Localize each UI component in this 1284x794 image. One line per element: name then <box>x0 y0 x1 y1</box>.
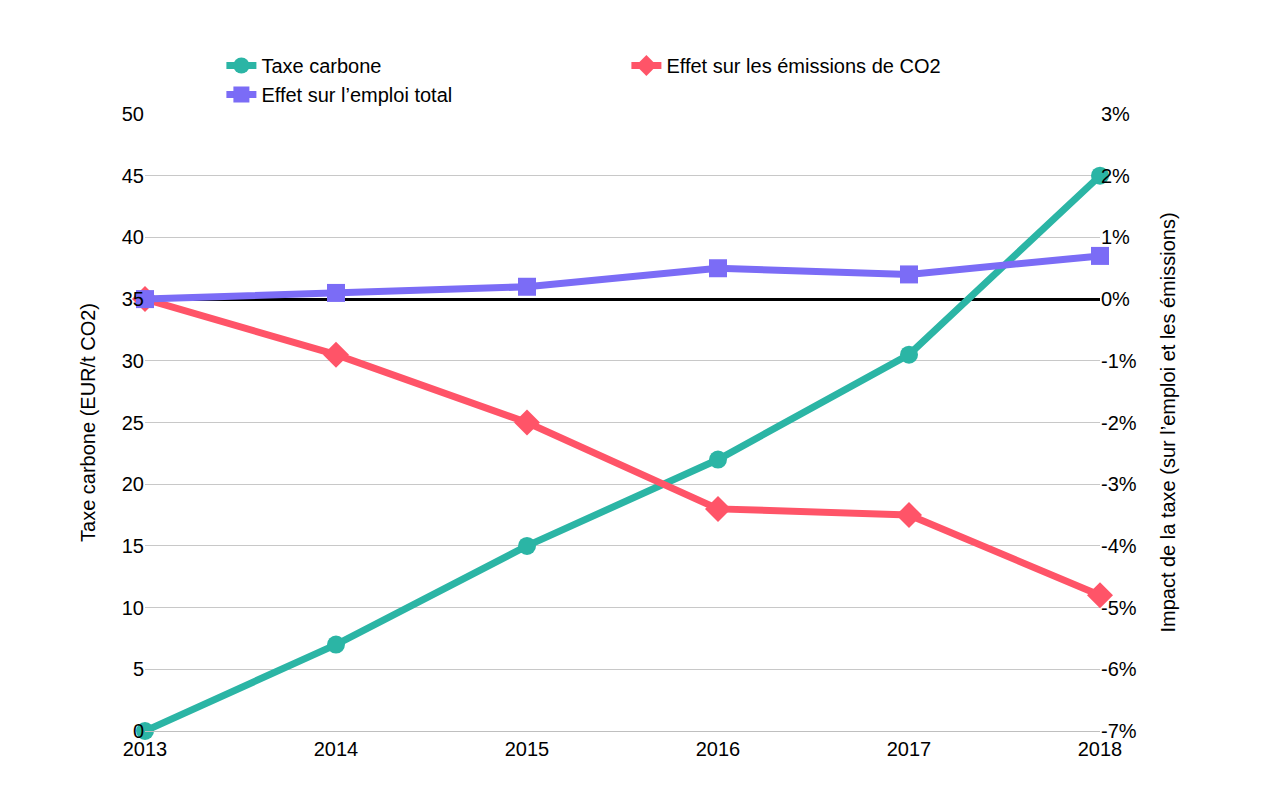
svg-text:2018: 2018 <box>1078 738 1123 760</box>
svg-text:-5%: -5% <box>1101 597 1137 619</box>
svg-text:2013: 2013 <box>123 738 168 760</box>
svg-text:3%: 3% <box>1101 103 1130 125</box>
svg-text:25: 25 <box>122 412 144 434</box>
svg-text:-3%: -3% <box>1101 473 1137 495</box>
svg-text:10: 10 <box>122 597 144 619</box>
svg-text:2015: 2015 <box>505 738 550 760</box>
svg-text:2014: 2014 <box>314 738 359 760</box>
svg-text:2017: 2017 <box>887 738 932 760</box>
svg-text:45: 45 <box>122 165 144 187</box>
svg-text:-7%: -7% <box>1101 720 1137 742</box>
svg-text:0%: 0% <box>1101 288 1130 310</box>
svg-text:50: 50 <box>122 103 144 125</box>
svg-text:Effet sur les émissions de CO2: Effet sur les émissions de CO2 <box>666 55 940 77</box>
svg-text:5: 5 <box>133 658 144 680</box>
svg-text:-6%: -6% <box>1101 658 1137 680</box>
svg-text:-4%: -4% <box>1101 535 1137 557</box>
svg-text:15: 15 <box>122 535 144 557</box>
svg-text:-2%: -2% <box>1101 412 1137 434</box>
svg-text:2%: 2% <box>1101 165 1130 187</box>
svg-text:30: 30 <box>122 350 144 372</box>
svg-text:20: 20 <box>122 473 144 495</box>
svg-text:35: 35 <box>122 288 144 310</box>
svg-text:0: 0 <box>133 720 144 742</box>
svg-text:Effet sur l’emploi total: Effet sur l’emploi total <box>261 84 452 106</box>
svg-text:-1%: -1% <box>1101 350 1137 372</box>
svg-text:2016: 2016 <box>696 738 741 760</box>
svg-text:Taxe carbone (EUR/t CO2): Taxe carbone (EUR/t CO2) <box>77 303 99 542</box>
svg-text:40: 40 <box>122 226 144 248</box>
svg-text:Impact de la taxe (sur l’emplo: Impact de la taxe (sur l’emploi et les é… <box>1157 212 1179 632</box>
svg-text:Taxe carbone: Taxe carbone <box>261 55 381 77</box>
svg-text:1%: 1% <box>1101 226 1130 248</box>
